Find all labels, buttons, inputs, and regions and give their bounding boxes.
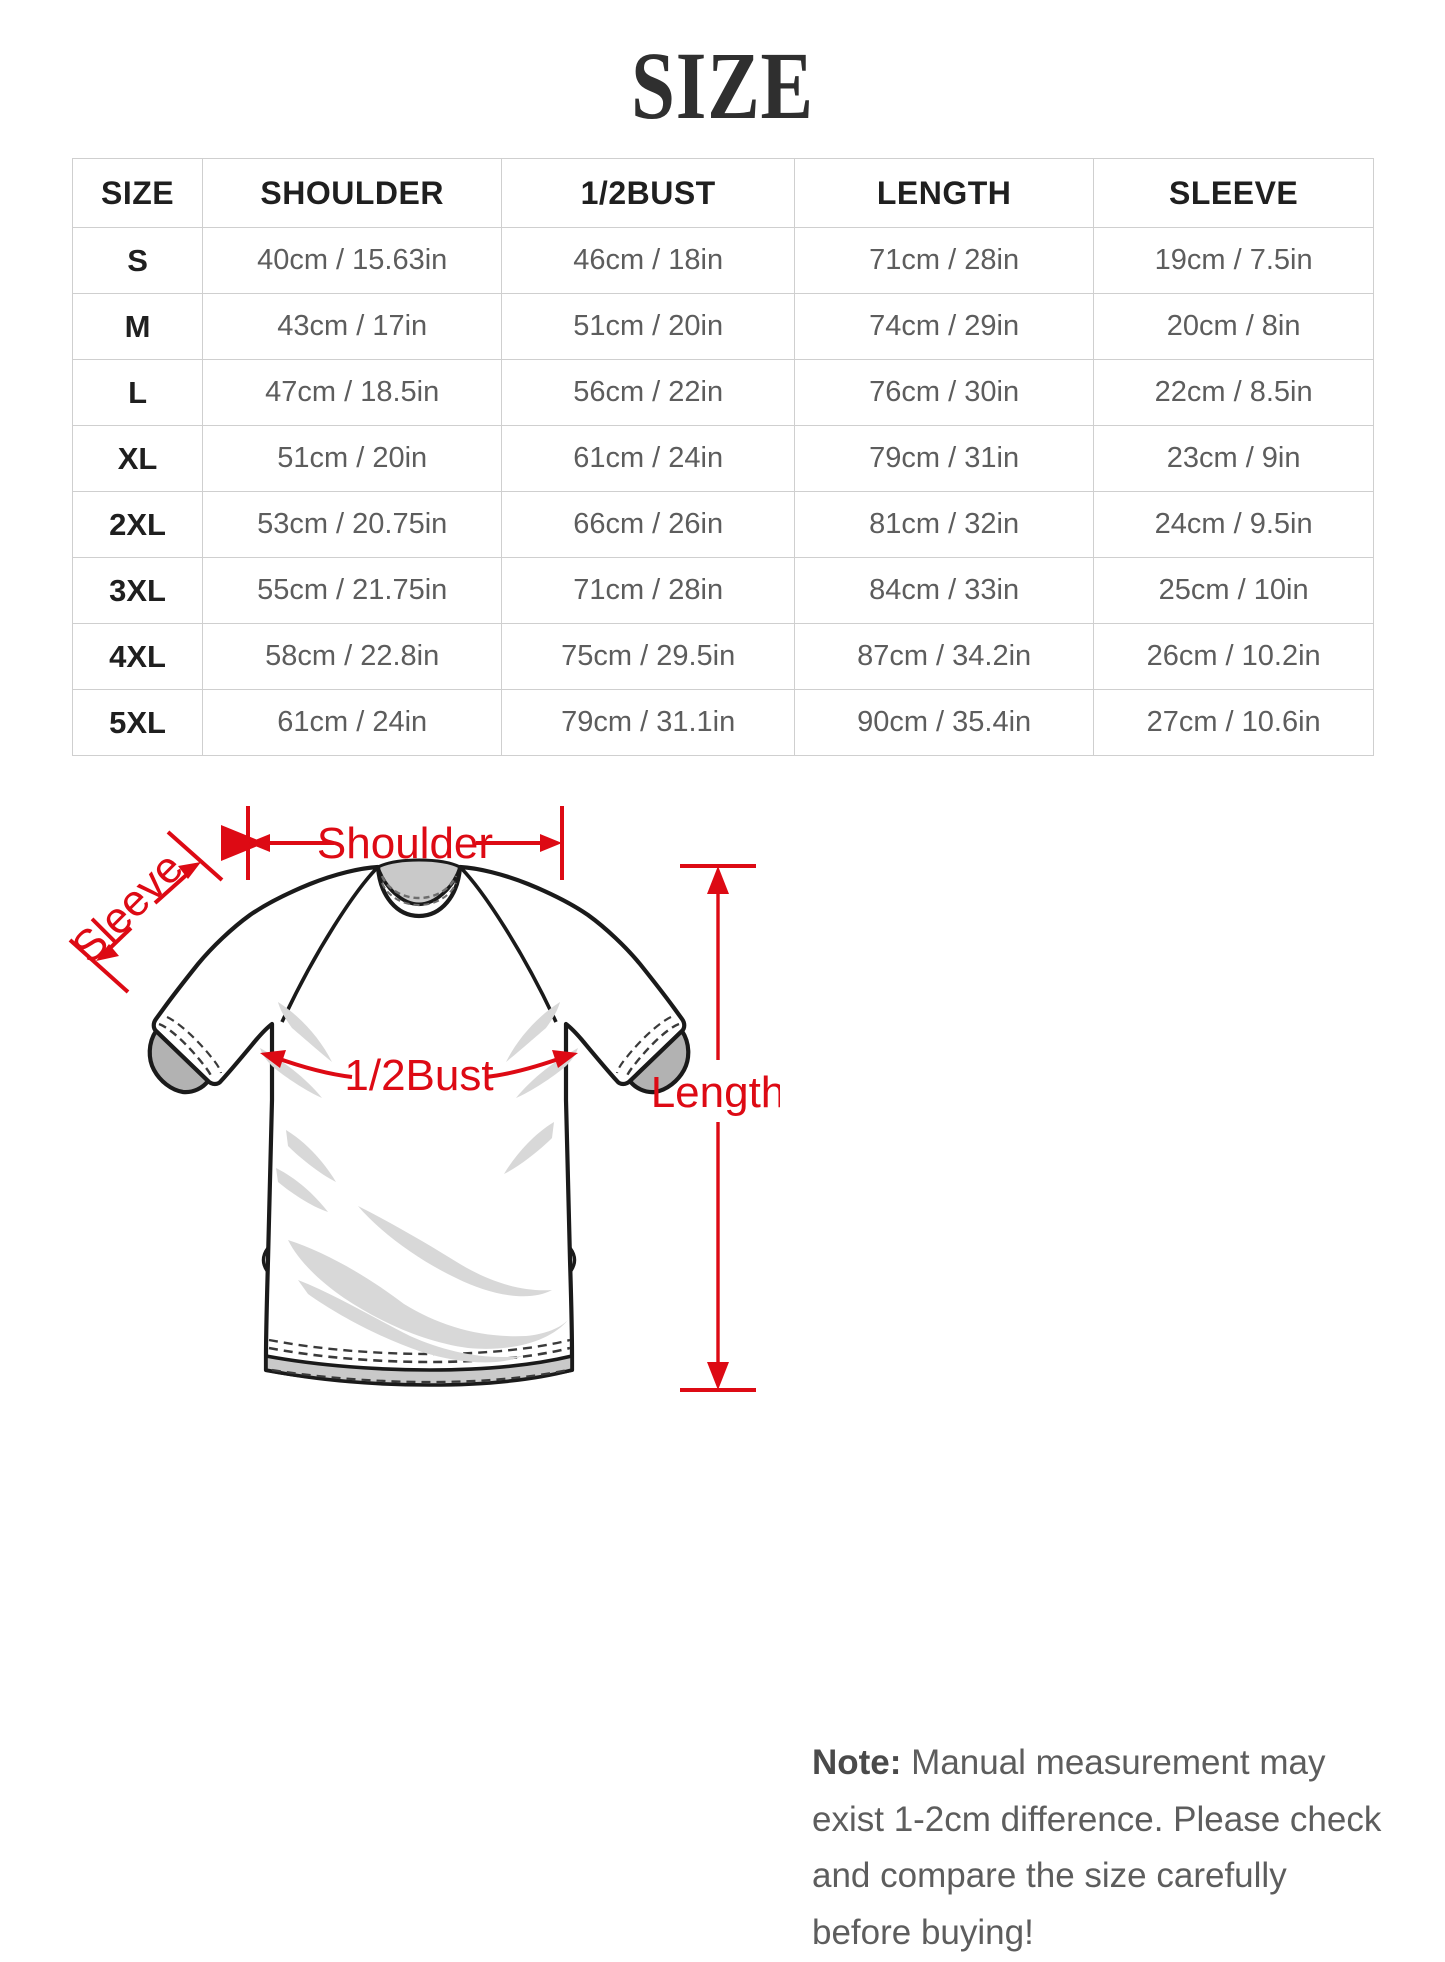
cell-size: 2XL <box>71 491 204 558</box>
cell-length: 84cm / 33in <box>794 557 1095 624</box>
measurement-diagram: Shoulder Sleeve 1/2Bust <box>0 770 1445 1952</box>
cell-size: S <box>71 227 204 294</box>
cell-length: 87cm / 34.2in <box>794 623 1095 690</box>
cell-bust: 75cm / 29.5in <box>501 623 796 690</box>
cell-sleeve: 19cm / 7.5in <box>1093 227 1374 294</box>
cell-shoulder: 51cm / 20in <box>202 425 503 492</box>
column-header-size: SIZE <box>71 158 204 228</box>
cell-shoulder: 43cm / 17in <box>202 293 503 360</box>
cell-bust: 61cm / 24in <box>501 425 796 492</box>
table-row: L 47cm / 18.5in 56cm / 22in 76cm / 30in … <box>71 359 1374 426</box>
length-label: Length <box>651 1068 780 1117</box>
cell-size: XL <box>71 425 204 492</box>
cell-shoulder: 55cm / 21.75in <box>202 557 503 624</box>
cell-bust: 79cm / 31.1in <box>501 689 796 756</box>
cell-sleeve: 20cm / 8in <box>1093 293 1374 360</box>
cell-length: 90cm / 35.4in <box>794 689 1095 756</box>
cell-size: M <box>71 293 204 360</box>
cell-shoulder: 53cm / 20.75in <box>202 491 503 558</box>
cell-size: 3XL <box>71 557 204 624</box>
cell-sleeve: 25cm / 10in <box>1093 557 1374 624</box>
cell-sleeve: 22cm / 8.5in <box>1093 359 1374 426</box>
cell-shoulder: 47cm / 18.5in <box>202 359 503 426</box>
cell-length: 74cm / 29in <box>794 293 1095 360</box>
bust-measurement <box>260 1050 578 1079</box>
length-measurement <box>680 864 756 1392</box>
cell-sleeve: 23cm / 9in <box>1093 425 1374 492</box>
cell-shoulder: 40cm / 15.63in <box>202 227 503 294</box>
cell-bust: 71cm / 28in <box>501 557 796 624</box>
column-header-sleeve: SLEEVE <box>1093 158 1374 228</box>
note-text-block: Note: Manual measurement may exist 1-2cm… <box>812 1735 1392 1962</box>
table-row: XL 51cm / 20in 61cm / 24in 79cm / 31in 2… <box>71 425 1374 492</box>
shoulder-measurement <box>221 806 564 880</box>
sleeve-label: Sleeve <box>63 843 193 973</box>
cell-sleeve: 24cm / 9.5in <box>1093 491 1374 558</box>
page-title: SIZE <box>631 32 814 139</box>
cell-size: L <box>71 359 204 426</box>
cell-length: 81cm / 32in <box>794 491 1095 558</box>
cell-size: 4XL <box>71 623 204 690</box>
cell-bust: 66cm / 26in <box>501 491 796 558</box>
bust-label: 1/2Bust <box>344 1051 493 1100</box>
sleeve-measurement <box>68 830 224 994</box>
shoulder-label: Shoulder <box>317 819 493 868</box>
note-label: Note: <box>812 1743 902 1782</box>
cell-sleeve: 27cm / 10.6in <box>1093 689 1374 756</box>
table-header-row: SIZE SHOULDER 1/2BUST LENGTH SLEEVE <box>71 158 1374 228</box>
cell-length: 76cm / 30in <box>794 359 1095 426</box>
column-header-bust: 1/2BUST <box>501 158 796 228</box>
cell-size: 5XL <box>71 689 204 756</box>
table-row: 5XL 61cm / 24in 79cm / 31.1in 90cm / 35.… <box>71 689 1374 756</box>
fabric-folds <box>260 1002 578 1363</box>
cell-length: 71cm / 28in <box>794 227 1095 294</box>
table-row: 2XL 53cm / 20.75in 66cm / 26in 81cm / 32… <box>71 491 1374 558</box>
cell-bust: 56cm / 22in <box>501 359 796 426</box>
column-header-shoulder: SHOULDER <box>202 158 503 228</box>
tshirt-illustration: Shoulder Sleeve 1/2Bust <box>63 806 780 1392</box>
table-row: 3XL 55cm / 21.75in 71cm / 28in 84cm / 33… <box>71 557 1374 624</box>
cell-bust: 46cm / 18in <box>501 227 796 294</box>
cell-length: 79cm / 31in <box>794 425 1095 492</box>
column-header-length: LENGTH <box>794 158 1095 228</box>
cell-sleeve: 26cm / 10.2in <box>1093 623 1374 690</box>
cell-shoulder: 58cm / 22.8in <box>202 623 503 690</box>
table-row: 4XL 58cm / 22.8in 75cm / 29.5in 87cm / 3… <box>71 623 1374 690</box>
size-chart-table: SIZE SHOULDER 1/2BUST LENGTH SLEEVE S 40… <box>71 158 1374 756</box>
table-row: S 40cm / 15.63in 46cm / 18in 71cm / 28in… <box>71 227 1374 294</box>
cell-shoulder: 61cm / 24in <box>202 689 503 756</box>
table-row: M 43cm / 17in 51cm / 20in 74cm / 29in 20… <box>71 293 1374 360</box>
size-chart-container: SIZE SHOULDER 1/2BUST LENGTH SLEEVE S 40… <box>71 158 1374 756</box>
tshirt-body-shape <box>147 858 691 1387</box>
cell-bust: 51cm / 20in <box>501 293 796 360</box>
